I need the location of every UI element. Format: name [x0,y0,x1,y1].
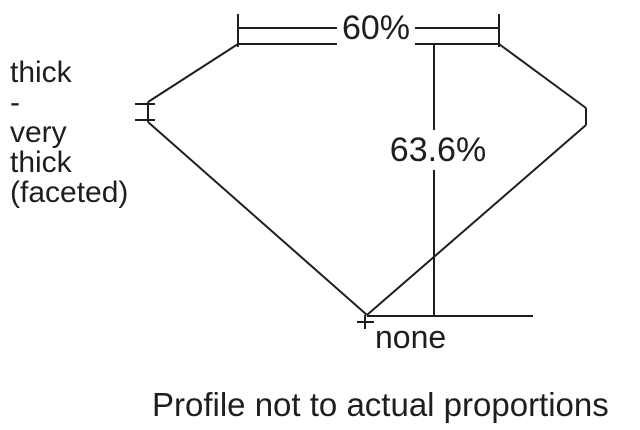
crown-facet-right-line [498,43,587,109]
girdle-thickness-label-line: thick [10,56,72,89]
crown-facet-left-line [147,43,239,103]
diagram-caption: Profile not to actual proportions [152,386,609,423]
depth-percentage-label: 63.6% [389,130,487,170]
pavilion-facet-left-line [147,121,368,316]
table-size-percentage-label: 60% [336,11,416,45]
girdle-thickness-label-line: very [10,116,67,149]
girdle-thickness-label-line: (faceted) [10,176,129,209]
girdle-thickness-label-line: - [10,86,20,119]
culet-size-label: none [375,319,447,355]
girdle-thickness-label: thick - very thick (faceted) [10,58,128,208]
girdle-thickness-label-line: thick [10,146,72,179]
pavilion-facet-right-line [366,124,587,316]
